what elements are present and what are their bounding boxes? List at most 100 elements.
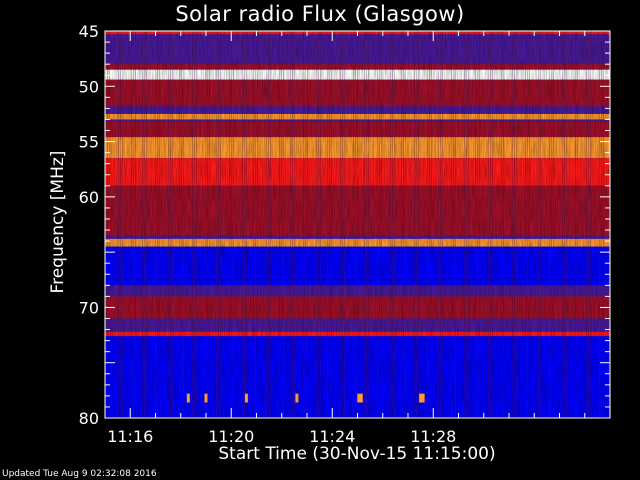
time-striation — [157, 31, 158, 418]
time-striation — [242, 31, 243, 418]
time-striation — [540, 31, 541, 418]
time-striation — [172, 31, 173, 418]
time-striation — [492, 31, 493, 418]
radio-burst — [244, 393, 248, 403]
time-striation — [168, 31, 169, 418]
time-striation — [577, 31, 578, 418]
y-tick-label: 70 — [79, 298, 99, 317]
time-striation — [527, 31, 528, 418]
time-striation — [516, 31, 517, 418]
time-striation — [290, 31, 291, 418]
time-striation — [403, 31, 404, 418]
time-striation — [427, 31, 428, 418]
time-striation — [529, 31, 530, 418]
time-striation — [429, 31, 430, 418]
time-striation — [155, 31, 156, 418]
time-striation — [159, 31, 160, 418]
time-striation — [468, 31, 469, 418]
time-striation — [109, 31, 110, 418]
time-striation — [431, 31, 432, 418]
y-axis-label: Frequency [MHz] — [48, 151, 68, 294]
time-striation — [133, 31, 134, 418]
radio-burst — [204, 393, 208, 403]
time-striation — [392, 31, 393, 418]
time-striation — [229, 31, 230, 418]
time-striation — [320, 31, 321, 418]
time-striation — [603, 31, 604, 418]
time-striation — [590, 31, 591, 418]
time-striation — [142, 31, 143, 418]
time-striation — [327, 31, 328, 418]
time-striation — [318, 31, 319, 418]
time-striation — [170, 31, 171, 418]
time-striation — [514, 31, 515, 418]
time-striation — [394, 31, 395, 418]
time-striation — [316, 31, 317, 418]
radio-burst — [295, 393, 299, 403]
time-striation — [344, 31, 345, 418]
update-timestamp: Updated Tue Aug 9 02:32:08 2016 — [2, 469, 157, 479]
time-striation — [501, 31, 502, 418]
time-striation — [575, 31, 576, 418]
time-striation — [209, 31, 210, 418]
time-striation — [257, 31, 258, 418]
time-striation — [183, 31, 184, 418]
time-striation — [181, 31, 182, 418]
radio-burst — [359, 393, 363, 403]
time-striation — [586, 31, 587, 418]
time-striation — [538, 31, 539, 418]
y-tick-label: 55 — [79, 133, 99, 152]
time-striation — [192, 31, 193, 418]
time-striation — [353, 31, 354, 418]
x-tick-label: 11:28 — [410, 427, 456, 446]
time-striation — [131, 31, 132, 418]
radio-burst — [186, 393, 190, 403]
y-tick-label: 60 — [79, 188, 99, 207]
time-striation — [455, 31, 456, 418]
time-striation — [451, 31, 452, 418]
time-striation — [414, 31, 415, 418]
plot-area — [104, 30, 611, 419]
time-striation — [566, 31, 567, 418]
time-striation — [366, 31, 367, 418]
time-striation — [377, 31, 378, 418]
time-striation — [464, 31, 465, 418]
time-striation — [281, 31, 282, 418]
time-striation — [331, 31, 332, 418]
time-striation — [292, 31, 293, 418]
time-striation — [453, 31, 454, 418]
x-tick-label: 11:16 — [107, 427, 153, 446]
time-striation — [588, 31, 589, 418]
time-striation — [477, 31, 478, 418]
x-axis: 11:16 11:20 11:24 11:28 — [104, 31, 611, 446]
x-tick-label: 11:20 — [208, 427, 254, 446]
time-striation — [418, 31, 419, 418]
time-striation — [381, 31, 382, 418]
time-striation — [144, 31, 145, 418]
spectrogram-noise — [105, 31, 610, 418]
time-striation — [268, 31, 269, 418]
y-axis: 45 50 55 60 70 80 — [79, 22, 610, 428]
time-striation — [120, 31, 121, 418]
time-striation — [107, 31, 108, 418]
radio-burst — [421, 393, 425, 403]
time-striation — [231, 31, 232, 418]
time-striation — [442, 31, 443, 418]
time-striation — [564, 31, 565, 418]
time-striation — [466, 31, 467, 418]
time-striation — [253, 31, 254, 418]
time-striation — [562, 31, 563, 418]
time-striation — [305, 31, 306, 418]
time-striation — [390, 31, 391, 418]
time-striation — [512, 31, 513, 418]
time-striation — [368, 31, 369, 418]
time-striation — [340, 31, 341, 418]
time-striation — [488, 31, 489, 418]
time-striation — [364, 31, 365, 418]
time-striation — [416, 31, 417, 418]
time-striation — [503, 31, 504, 418]
time-striation — [294, 31, 295, 418]
time-striation — [475, 31, 476, 418]
time-striation — [244, 31, 245, 418]
time-striation — [218, 31, 219, 418]
